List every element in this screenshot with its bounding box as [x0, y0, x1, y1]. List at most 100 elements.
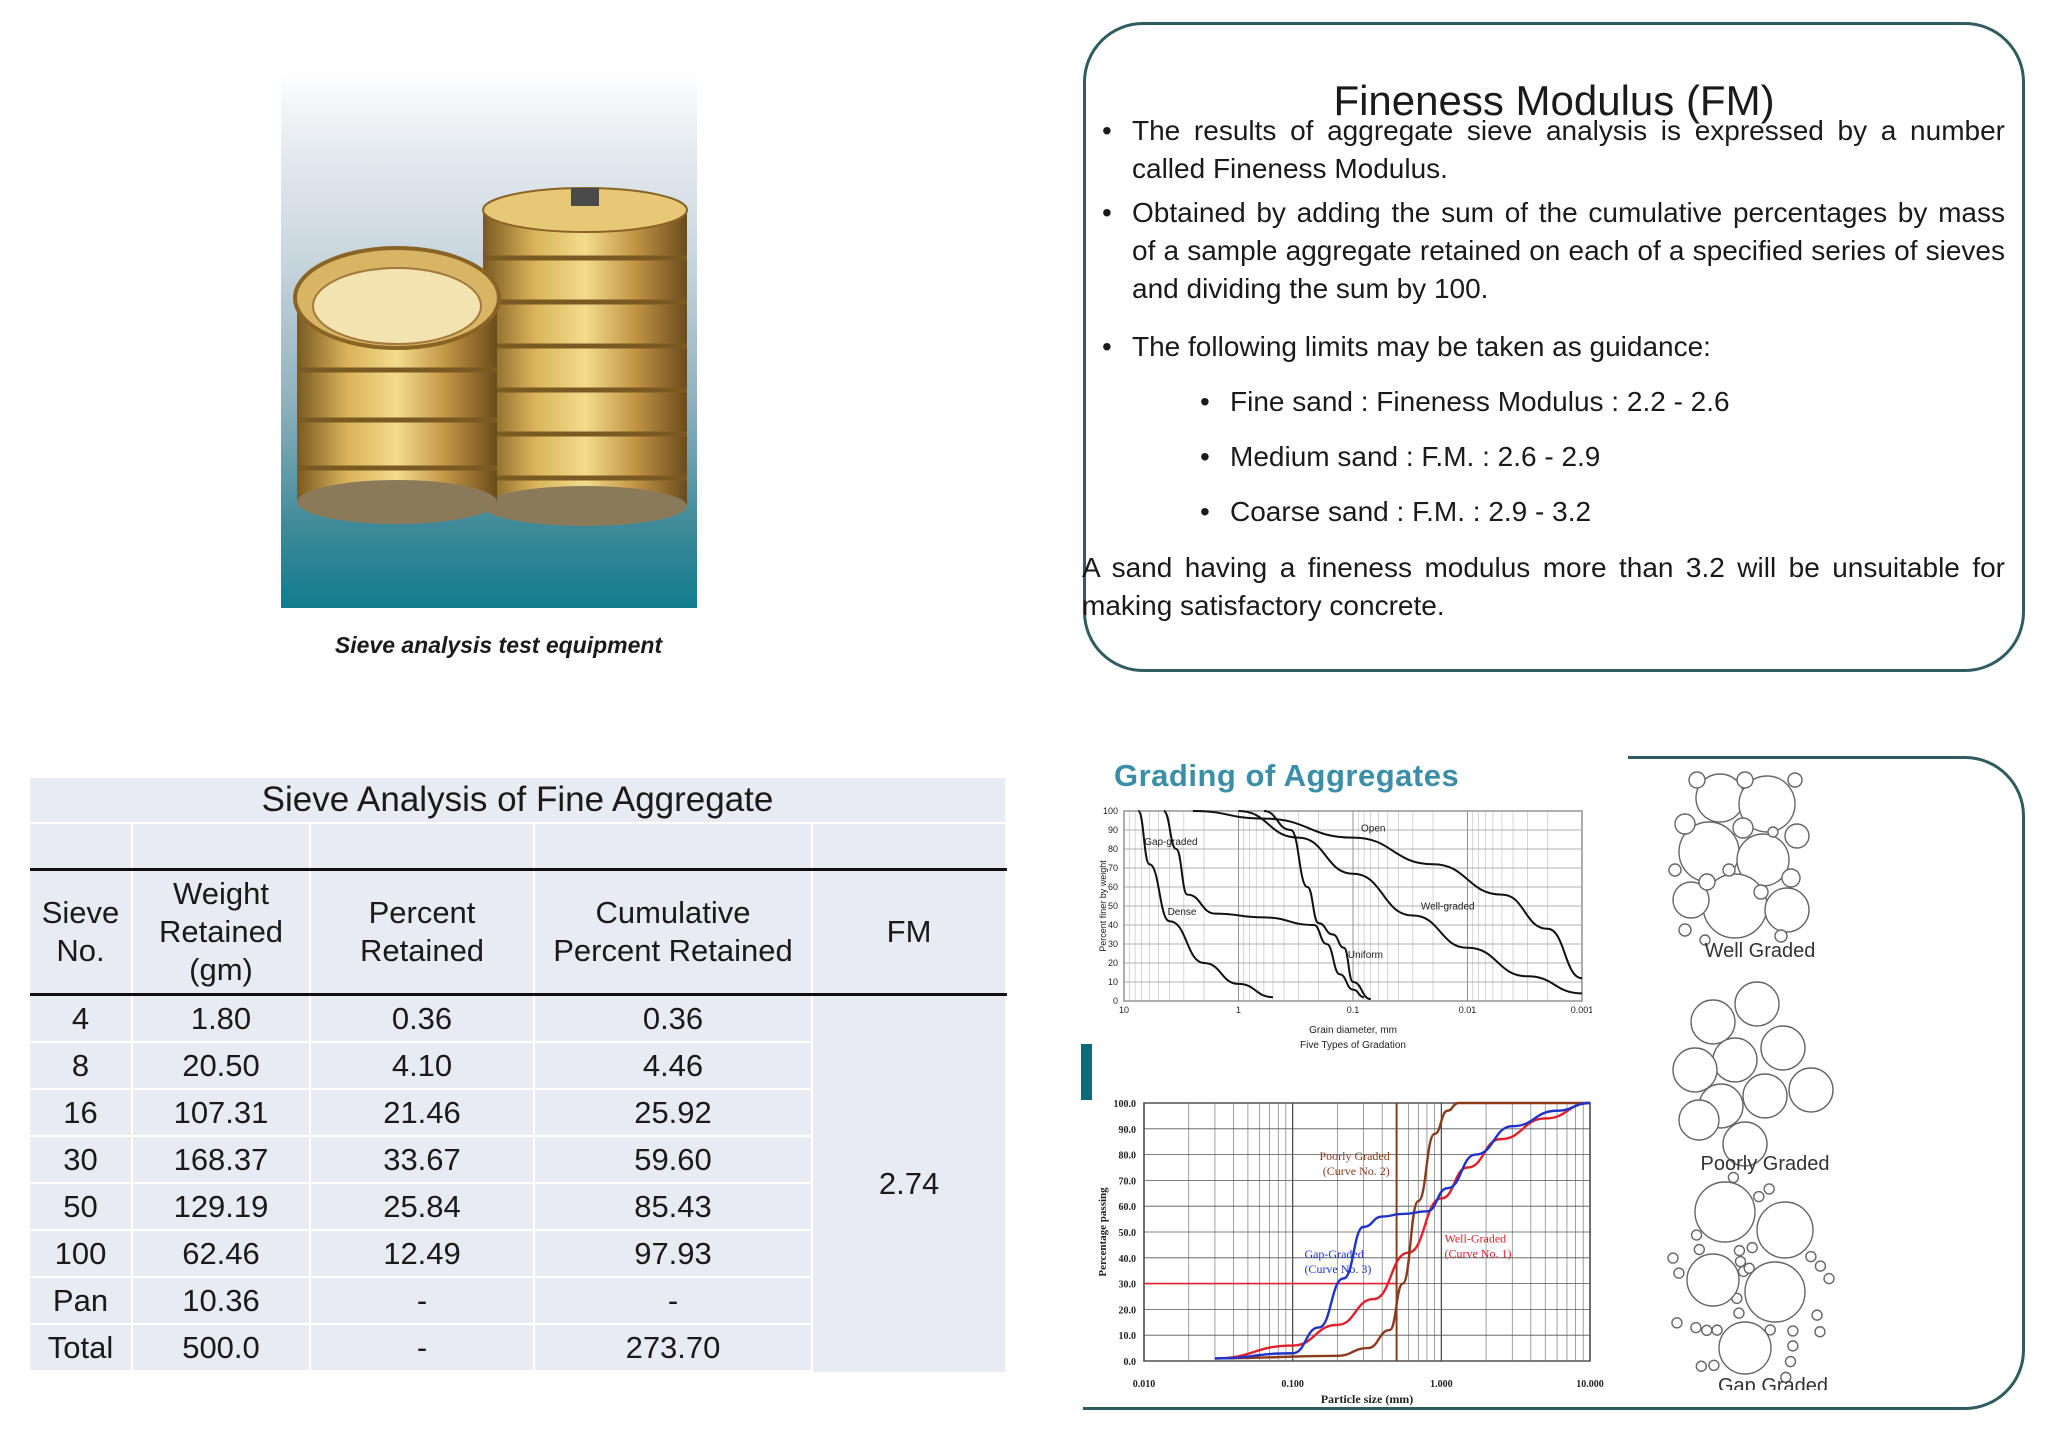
y-tick-label: 20.0: [1119, 1305, 1137, 1316]
fm-content: The results of aggregate sieve analysis …: [1082, 112, 2005, 625]
y-tick-label: 0.0: [1124, 1357, 1137, 1368]
particle: [1672, 881, 1710, 919]
y-tick-label: 40.0: [1119, 1254, 1137, 1265]
particle: [1722, 863, 1736, 877]
y-tick-label: 90: [1108, 825, 1118, 835]
chart-labels: 0.0 10.0 20.0 30.0 40.0 50.0 60.0 70.0 80.0 90.0 1…: [1097, 1099, 1604, 1406]
cell-percent: 33.67: [310, 1136, 535, 1184]
cell-cumulative: 59.60: [534, 1136, 813, 1184]
cell-percent: 0.36: [310, 994, 535, 1043]
sieve-analysis-table: Sieve Analysis of Fine Aggregate Sieve No…: [30, 778, 1008, 1372]
sieve-stack-illustration: [293, 187, 688, 526]
header-fm: FM: [812, 868, 1008, 996]
particle: [1814, 1326, 1826, 1338]
cell-percent: 4.10: [310, 1042, 535, 1090]
series-label: Well-graded: [1421, 902, 1475, 913]
cell-percent: -: [310, 1277, 535, 1325]
cell-sieve: 16: [30, 1089, 133, 1137]
particle: [1787, 1325, 1799, 1337]
x-tick-label: 1.000: [1430, 1379, 1453, 1390]
header-weight-retained: Weight Retained (gm): [132, 868, 311, 996]
chart-series: [1144, 1101, 1591, 1361]
particle: [1693, 1243, 1706, 1256]
particle: [1788, 1067, 1834, 1113]
series-label: Dense: [1168, 907, 1197, 918]
particle: [1695, 1360, 1708, 1372]
cell-percent: -: [310, 1324, 535, 1372]
particle: [1732, 817, 1754, 839]
cell-weight: 10.36: [132, 1277, 311, 1325]
cell-cumulative: -: [534, 1277, 813, 1325]
particle: [1674, 813, 1696, 835]
cell-sieve: 50: [30, 1183, 133, 1231]
particle: [1767, 826, 1779, 838]
particle: [1736, 771, 1754, 789]
particle: [1727, 1171, 1740, 1184]
y-tick-label: 30.0: [1119, 1280, 1137, 1291]
cell-sieve: 100: [30, 1230, 133, 1278]
table-row: 8 20.50 4.10 4.46: [30, 1042, 1006, 1090]
cell-percent: 21.46: [310, 1089, 535, 1137]
header-cumulative: Cumulative Percent Retained: [534, 868, 813, 996]
y-tick-label: 30: [1108, 939, 1118, 949]
particle: [1688, 771, 1706, 789]
chart-grid: [1143, 1102, 1591, 1362]
fm-note: A sand having a fineness modulus more th…: [1082, 552, 2005, 621]
x-tick-label: 0.010: [1133, 1379, 1156, 1390]
label-gap-graded: Gap Graded: [1718, 1375, 1828, 1390]
particle: [1671, 1317, 1683, 1329]
particle: [1678, 923, 1692, 937]
particle: [1774, 929, 1788, 943]
y-tick-label: 20: [1108, 958, 1118, 968]
particle: [1787, 1340, 1799, 1352]
x-tick-label: 10.000: [1576, 1379, 1604, 1390]
series-line: [1214, 1101, 1590, 1360]
curve-annotation: Gap-Graded: [1304, 1247, 1363, 1261]
particle: [1699, 934, 1711, 946]
series-label: Open: [1361, 824, 1385, 835]
particle: [1753, 1190, 1765, 1203]
particle: [1690, 1229, 1703, 1241]
series-line: [1214, 1101, 1591, 1360]
teal-marker: [1081, 1044, 1092, 1100]
header-percent-retained: Percent Retained: [310, 868, 535, 996]
table-row-total: Total 500.0 - 273.70: [30, 1324, 1006, 1372]
y-tick-label: 0: [1113, 996, 1118, 1006]
series-line: [1192, 810, 1583, 980]
table-title: Sieve Analysis of Fine Aggregate: [30, 778, 1008, 824]
particle: [1764, 1324, 1776, 1336]
particle: [1734, 981, 1780, 1027]
series-line: [1238, 810, 1583, 995]
table-row: Pan 10.36 - -: [30, 1277, 1006, 1325]
cell-sieve: 4: [30, 994, 133, 1043]
sieve-stack-tall: [482, 187, 688, 526]
y-axis-label: Percentage passing: [1097, 1187, 1109, 1277]
cell-sieve: Total: [30, 1324, 133, 1372]
poorly-graded-illustration: [1672, 981, 1834, 1167]
particle: [1672, 1047, 1718, 1093]
cell-sieve: 30: [30, 1136, 133, 1184]
particle: [1784, 823, 1810, 849]
cell-weight: 1.80: [132, 994, 311, 1043]
gap-graded-illustration: [1667, 1171, 1835, 1384]
particle: [1743, 1262, 1755, 1274]
x-axis-label: Particle size (mm): [1321, 1392, 1414, 1406]
particle: [1708, 1359, 1720, 1372]
particle: [1667, 1252, 1679, 1264]
y-tick-label: 90.0: [1119, 1125, 1137, 1136]
x-tick-label: 10: [1119, 1005, 1129, 1015]
chart-grid: [1123, 810, 1583, 1002]
particle: [1694, 1181, 1756, 1243]
series-line: [1162, 810, 1365, 999]
series-label: Uniform: [1348, 950, 1383, 961]
series-line: [1214, 1101, 1591, 1360]
particle: [1784, 1355, 1797, 1368]
cell-cumulative: 273.70: [534, 1324, 813, 1372]
cell-sieve: Pan: [30, 1277, 133, 1325]
x-tick-label: 0.1: [1347, 1005, 1360, 1015]
particle: [1686, 1253, 1740, 1307]
sieve-stack-short: [293, 246, 501, 524]
x-tick-label: 0.100: [1281, 1379, 1304, 1390]
well-graded-illustration: [1668, 771, 1810, 946]
